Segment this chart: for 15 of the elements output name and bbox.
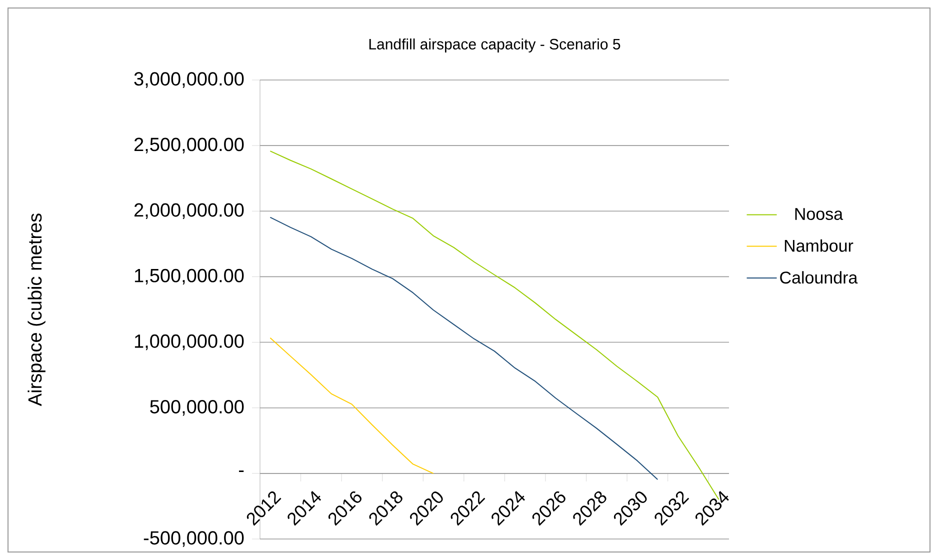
y-tick-label: -500,000.00 [144, 531, 244, 547]
y-tick-label: 2,000,000.00 [134, 203, 244, 219]
y-tick-label: 500,000.00 [150, 400, 244, 416]
y-tick-label: 2,500,000.00 [134, 138, 244, 154]
legend-label: Noosa [795, 208, 844, 220]
legend-label: Caloundra [780, 271, 858, 284]
y-tick-label: - [238, 470, 244, 472]
y-tick-label: 1,000,000.00 [134, 334, 244, 350]
y-axis-title: Airspace (cubic metres [28, 214, 46, 406]
y-tick-label: 1,500,000.00 [134, 268, 244, 285]
chart-title: Landfill airspace capacity - Scenario 5 [369, 38, 620, 52]
legend-label: Nambour [784, 239, 854, 252]
line-series [270, 337, 434, 474]
line-series [270, 216, 658, 480]
y-tick-label: 3,000,000.00 [134, 72, 244, 88]
